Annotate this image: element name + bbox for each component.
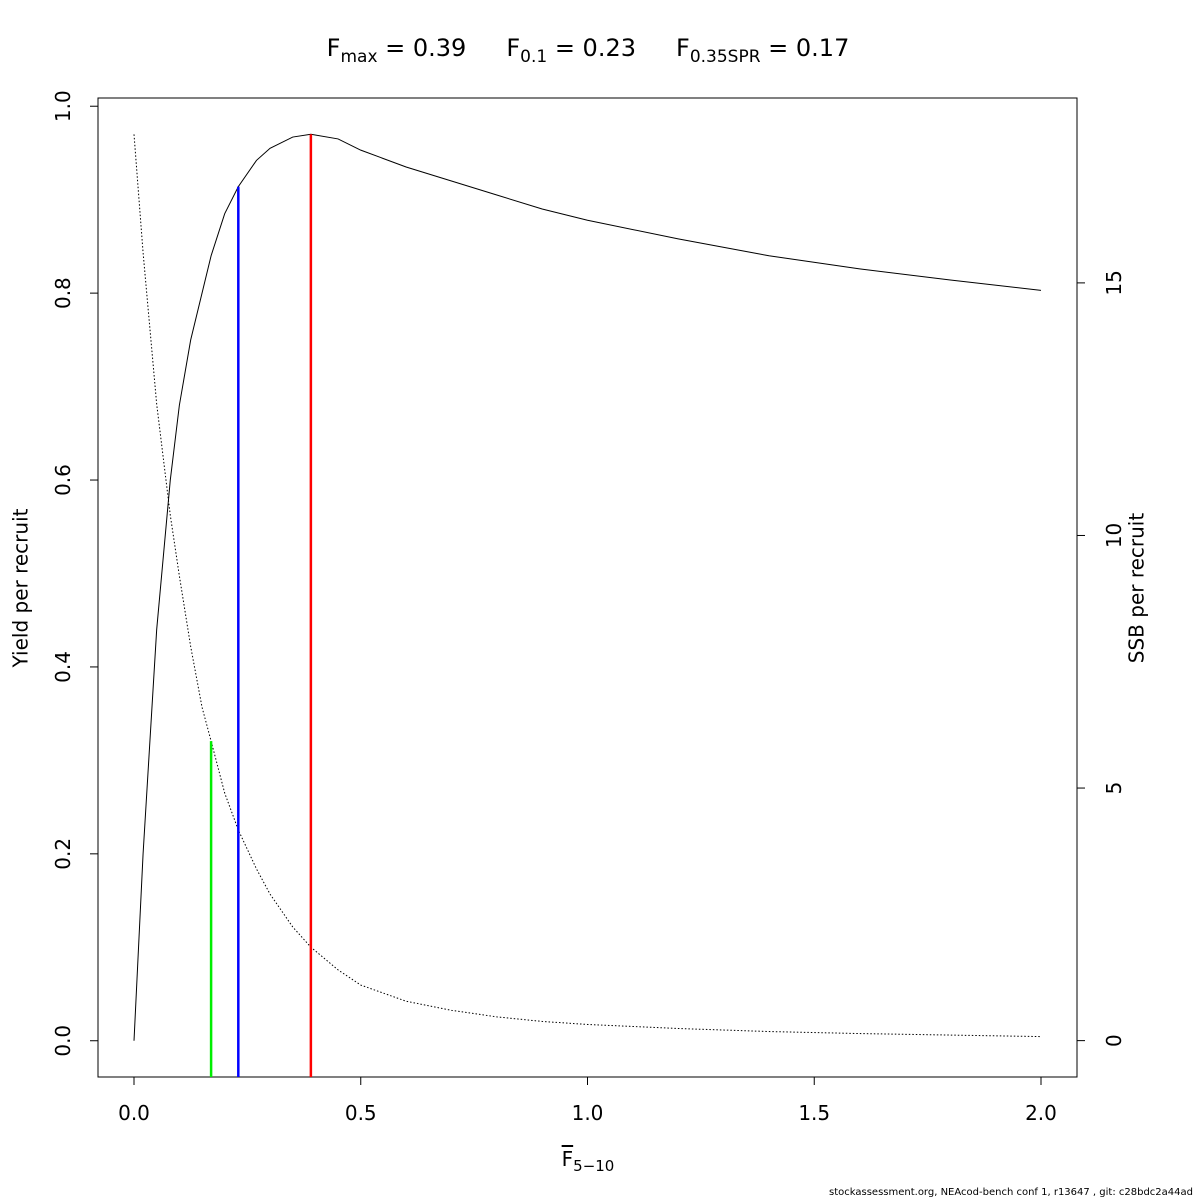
y2-tick-label: 0 <box>1102 1034 1126 1047</box>
title-value: = 0.39 <box>378 34 467 62</box>
x-label-symbol: F <box>562 1147 574 1171</box>
title-symbol: F <box>676 34 690 62</box>
y2-tick-label: 10 <box>1102 523 1126 548</box>
x-tick-label: 1.0 <box>572 1101 604 1125</box>
x-axis-label: F5−10 <box>562 1147 615 1175</box>
x-tick-label: 2.0 <box>1025 1101 1057 1125</box>
y-tick-label: 0.6 <box>51 464 75 496</box>
yield-line <box>133 133 1042 1041</box>
y2-tick-label: 15 <box>1102 270 1126 295</box>
chart-title: Fmax = 0.39 F0.1 = 0.23 F0.35SPR = 0.17 <box>327 34 850 67</box>
ssb-line <box>133 134 1041 1038</box>
title-subscript: 0.35SPR <box>690 47 761 67</box>
x-tick-label: 1.5 <box>798 1101 830 1125</box>
title-subscript: max <box>340 47 377 67</box>
y-tick-label: 0.0 <box>51 1025 75 1057</box>
title-value: = 0.23 <box>547 34 636 62</box>
title-symbol: F <box>327 34 341 62</box>
y-tick-label: 0.4 <box>51 651 75 683</box>
footer: stockassessment.org, NEAcod-bench conf 1… <box>829 1187 1193 1198</box>
title-symbol: F <box>506 34 520 62</box>
x-tick-label: 0.0 <box>118 1101 150 1125</box>
y-tick-label: 0.2 <box>51 838 75 870</box>
x-tick-label: 0.5 <box>345 1101 377 1125</box>
y-tick-label: 1.0 <box>51 90 75 122</box>
y-axis-label: Yield per recruit <box>9 508 33 668</box>
y2-axis-label: SSB per recruit <box>1125 513 1149 664</box>
plot-frame <box>97 97 1078 1078</box>
y2-tick-label: 5 <box>1102 782 1126 795</box>
y-tick-label: 0.8 <box>51 277 75 309</box>
title-value: = 0.17 <box>761 34 850 62</box>
title-subscript: 0.1 <box>520 47 547 67</box>
x-label-subscript: 5−10 <box>573 1157 614 1175</box>
